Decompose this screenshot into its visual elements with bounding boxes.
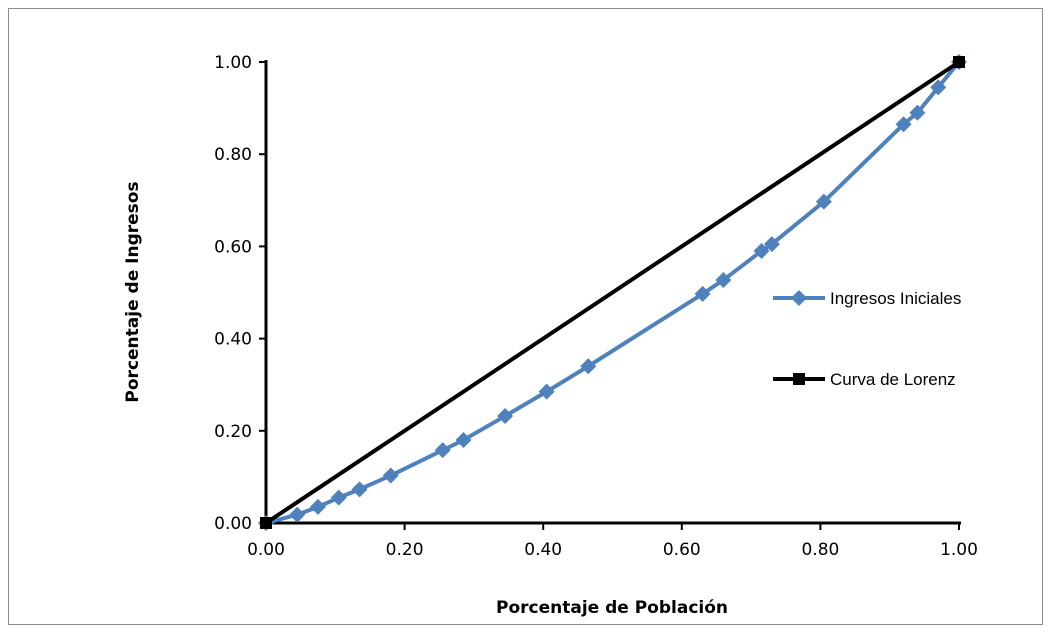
- data-point: [260, 517, 272, 529]
- y-tick-label: 0.40: [214, 330, 252, 350]
- y-tick-label: 1.00: [214, 53, 252, 73]
- data-point: [753, 243, 770, 260]
- data-point: [715, 272, 732, 289]
- legend-item: Ingresos Iniciales: [773, 289, 961, 308]
- data-point: [763, 236, 780, 253]
- y-tick-label: 0.60: [214, 237, 252, 257]
- x-tick-label: 1.00: [940, 540, 978, 560]
- data-point: [309, 498, 326, 515]
- data-point: [953, 56, 965, 68]
- data-point: [289, 506, 306, 523]
- y-tick-label: 0.80: [214, 145, 252, 165]
- x-tick-label: 0.80: [801, 540, 839, 560]
- legend-item: Curva de Lorenz: [773, 370, 956, 389]
- data-point: [930, 79, 947, 96]
- legend-label: Ingresos Iniciales: [830, 289, 961, 308]
- data-point: [815, 193, 832, 210]
- y-axis-title: Porcentaje de Ingresos: [123, 181, 143, 402]
- axes: [264, 60, 961, 525]
- data-point: [330, 489, 347, 506]
- data-point: [538, 383, 555, 400]
- legend-marker: [793, 373, 805, 385]
- x-axis-title: Porcentaje de Población: [496, 598, 728, 618]
- y-tick-label: 0.00: [214, 514, 252, 534]
- legend-label: Curva de Lorenz: [830, 370, 956, 389]
- series-group: [258, 54, 967, 531]
- data-point: [694, 285, 711, 302]
- data-point: [351, 481, 368, 498]
- legend-marker: [791, 290, 807, 306]
- data-point: [434, 442, 451, 459]
- data-point: [455, 432, 472, 449]
- series-curva-de-lorenz: [260, 56, 965, 529]
- y-tick-label: 0.20: [214, 422, 252, 442]
- series-line: [264, 60, 961, 525]
- x-tick-label: 0.00: [247, 540, 285, 560]
- x-tick-label: 0.20: [386, 540, 424, 560]
- x-tick-label: 0.60: [663, 540, 701, 560]
- x-tick-label: 0.40: [524, 540, 562, 560]
- data-point: [895, 116, 912, 133]
- data-point: [580, 358, 597, 375]
- data-point: [909, 104, 926, 121]
- data-point: [382, 467, 399, 484]
- legend: Ingresos Iniciales Curva de Lorenz: [773, 289, 961, 389]
- data-point: [497, 408, 514, 425]
